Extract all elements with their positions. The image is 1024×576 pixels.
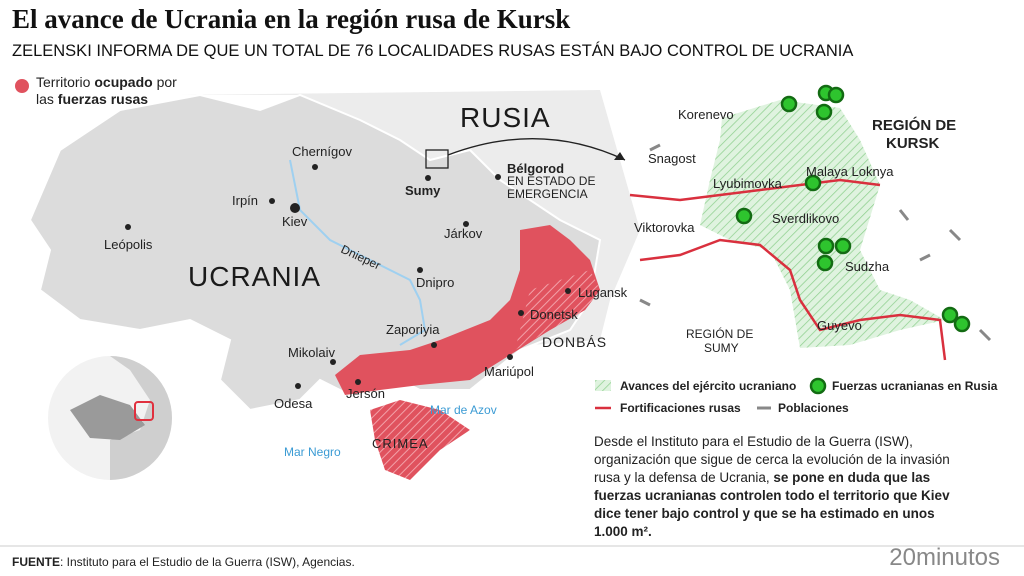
paragraph-text: Desde el Instituto para el Estudio de la… [594,434,950,485]
region-title: REGIÓN DE [872,116,956,134]
fortifications [629,178,947,361]
map-label: Malaya Loknya [806,164,894,179]
legend-swatch [15,79,29,93]
map-label: Korenevo [678,107,734,122]
legend-label: Avances del ejército ucraniano [620,379,796,393]
crimea [370,400,470,480]
legend-text: fuerzas rusas [57,91,149,107]
legend-label: Fuerzas ucranianas en Rusia [832,379,998,393]
map-label: CRIMEA [372,436,429,451]
region-label: REGIÓN DE [686,326,753,341]
legend-text: por [156,74,177,90]
map-label: Mar Negro [284,445,341,459]
occupied-territory [335,225,600,395]
legend-text: las [36,91,54,107]
legend-text: ocupado [94,74,153,90]
ukrainian-forces [735,84,971,333]
footer: FUENTE: Instituto para el Estudio de la … [12,555,355,569]
map-label: UCRANIA [188,261,321,292]
logo: 20minutos [889,544,1000,571]
title: El avance de Ucrania en la región rusa d… [12,4,571,34]
map-label: Donetsk [530,307,578,322]
kursk-marker [425,149,449,169]
map-label: Chernígov [292,144,352,159]
ukraine-land [28,93,602,412]
dnieper-river [289,159,427,346]
map-label: Jersón [346,386,385,401]
map-label: DONBÁS [542,334,607,350]
paragraph-emphasis: se pone en duda que las fuerzas ucranian… [594,470,950,539]
subtitle: ZELENSKI INFORMA DE QUE UN TOTAL DE 76 L… [12,42,854,60]
map-label: Zaporiyia [386,322,440,337]
map-label: Snagost [648,151,696,166]
map-label: Sumy [405,183,441,198]
region-label: SUMY [704,341,739,355]
arrow-head [614,152,625,160]
inset-locator [48,356,172,480]
city-dots [125,164,571,389]
map-label: EMERGENCIA [507,187,588,201]
map-label: Dnipro [416,275,454,290]
source: : Instituto para el Estudio de la Guerra… [60,555,355,569]
kursk-advances [700,100,945,348]
region-title: KURSK [886,135,940,152]
map-label: Viktorovka [634,220,695,235]
map-label: Bélgorod [507,161,564,176]
map-label: Járkov [444,226,483,241]
map-label: Sudzha [845,259,890,274]
donbas-hatch [515,270,600,350]
map-label: Mikolaiv [288,345,335,360]
occupied-legend: Territorio ocupado por las fuerzas rusas [36,74,186,108]
map-label: Sverdlikovo [772,211,839,226]
map-label: Lugansk [578,285,628,300]
map-label: Leópolis [104,237,153,252]
towns [639,143,992,342]
legend-swatch [595,380,611,391]
map-label: Mar de Azov [430,403,497,417]
map-label: Kiev [282,214,308,229]
legend-label: Fortificaciones rusas [620,401,741,415]
paragraph: Desde el Instituto para el Estudio de la… [594,433,964,541]
map-label: Guyevo [817,318,862,333]
map-label: RUSIA [460,102,551,133]
map-label: Mariúpol [484,364,534,379]
source-label: FUENTE [12,555,60,569]
pointer-arrow [447,138,626,161]
map-label: Lyubimovka [713,176,783,191]
map-label: EN ESTADO DE [507,174,595,188]
legend-text: Territorio [36,74,91,90]
legend-label: Poblaciones [778,401,849,415]
map-label: Irpín [232,193,258,208]
map-label: Odesa [274,396,313,411]
legend-swatch [809,377,827,395]
